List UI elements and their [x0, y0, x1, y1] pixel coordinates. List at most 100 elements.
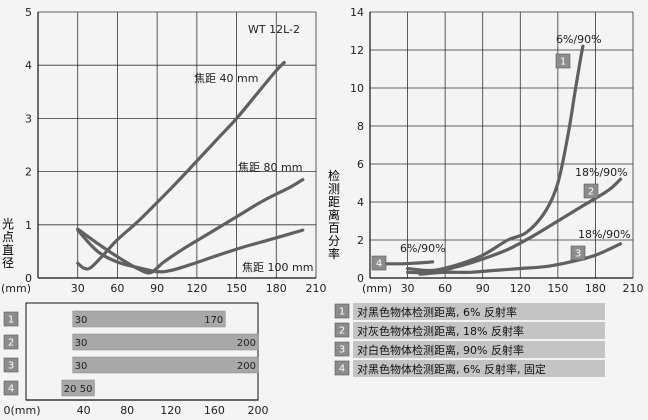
chart1-series-line [76, 60, 286, 271]
chart3-row-number-box: 1 [3, 311, 19, 327]
chart1-y-tick: 2 [25, 166, 32, 179]
chart2-grid [369, 11, 634, 279]
chart3-range-bar [72, 310, 226, 328]
svg-text:1: 1 [339, 307, 345, 318]
chart1-y-tick: 3 [25, 112, 32, 125]
chart2-x-tick: 30 [401, 282, 415, 295]
chart2-x-tick: 60 [438, 282, 452, 295]
chart1-x-tick: 120 [186, 282, 207, 295]
chart1-y-tick: 0 [25, 272, 32, 285]
chart1-series-labels: 焦距 40 mm 焦距 80 mm 焦距 100 mm [194, 72, 313, 274]
chart2-series-number-box: 2 [583, 183, 599, 199]
chart1-x-tick: 180 [266, 282, 287, 295]
chart2-series-label: 6%/90% [556, 33, 602, 46]
chart1-series-label: 焦距 80 mm [238, 161, 302, 174]
chart1-x-tick: 150 [226, 282, 247, 295]
legend-text: 对黑色物体检测距离, 6% 反射率 [357, 305, 517, 319]
chart3-bar-end-label: 50 [80, 384, 93, 395]
chart3-range-bar [61, 379, 95, 397]
legend-item: 4 对黑色物体检测距离, 6% 反射率, 固定 [334, 360, 605, 377]
legend: 1 对黑色物体检测距离, 6% 反射率 2 对灰色物体检测距离, 18% 反射率 3 对白… [334, 303, 605, 377]
svg-text:1: 1 [8, 315, 14, 326]
svg-text:光点直径: 光点直径 [2, 217, 14, 270]
chart2-x-tick: 120 [510, 282, 531, 295]
chart3-x-tick: 0(mm) [3, 404, 40, 417]
chart1-model-label: WT 12L-2 [248, 23, 300, 36]
svg-text:3: 3 [8, 361, 14, 372]
chart3-bar-start-label: 30 [75, 361, 88, 372]
chart1-lines [76, 60, 305, 275]
chart2-y-tick: 14 [350, 6, 364, 19]
chart2-x-tick: 150 [547, 282, 568, 295]
svg-text:检测距离百分率: 检测距离百分率 [328, 168, 340, 261]
chart1-x-tick: 90 [150, 282, 164, 295]
chart2-series-label: 18%/90% [578, 228, 631, 241]
legend-text-bg [353, 341, 605, 358]
chart1-y-tick: 1 [25, 219, 32, 232]
legend-item: 1 对黑色物体检测距离, 6% 反射率 [334, 303, 605, 320]
svg-text:1: 1 [560, 57, 566, 68]
legend-number-box: 4 [334, 360, 350, 376]
legend-text-bg [353, 360, 605, 377]
svg-text:4: 4 [339, 364, 345, 375]
chart3-x-tick: 40 [77, 404, 91, 417]
chart2-series-line [380, 260, 435, 266]
chart2-y-tick: 4 [357, 196, 364, 209]
svg-text:3: 3 [339, 345, 345, 356]
chart1-ylabel-text: 光点直径 [2, 217, 14, 270]
chart3-x-tick: 80 [120, 404, 134, 417]
chart1-x-tick: 60 [110, 282, 124, 295]
chart3-bar-end-label: 200 [237, 361, 256, 372]
chart2-xlabel: (mm) [362, 282, 392, 295]
legend-text-bg [353, 303, 605, 320]
legend-text-bg [353, 322, 605, 339]
chart2-y-tick: 2 [357, 234, 364, 247]
chart1-grid [37, 11, 317, 279]
svg-text:4: 4 [8, 384, 14, 395]
chart1-ticks: 30 60 90 120 150 180 210 0 1 2 3 4 5 [25, 6, 327, 295]
chart2-x-tick: 90 [476, 282, 490, 295]
chart1-xlabel: (mm) [1, 282, 31, 295]
chart3-bar-start-label: 30 [75, 338, 88, 349]
chart3-x-tick: 200 [248, 404, 269, 417]
legend-number-box: 3 [334, 341, 350, 357]
chart3-row-number-box: 4 [3, 380, 19, 396]
chart2-series-line [406, 44, 585, 273]
svg-text:3: 3 [575, 249, 581, 260]
chart2-y-tick: 0 [357, 272, 364, 285]
chart3-bar-end-label: 200 [237, 338, 256, 349]
svg-text:2: 2 [588, 187, 594, 198]
chart3-bar-start-label: 30 [75, 315, 88, 326]
chart2-x-tick: 180 [585, 282, 606, 295]
chart1-y-tick: 4 [25, 59, 32, 72]
chart3-x-tick: 120 [160, 404, 181, 417]
chart2-ylabel: 检测距离百分率 [328, 168, 340, 261]
chart3-row-number-box: 3 [3, 357, 19, 373]
svg-text:2: 2 [339, 326, 345, 337]
legend-item: 2 对灰色物体检测距离, 18% 反射率 [334, 322, 605, 339]
legend-text: 对黑色物体检测距离, 6% 反射率, 固定 [357, 362, 546, 376]
chart1-series-label: 焦距 40 mm [194, 72, 258, 85]
chart2-y-tick: 8 [357, 120, 364, 133]
spot-diameter-chart: 30 60 90 120 150 180 210 0 1 2 3 4 5 (mm) WT 12L-2 光… [1, 6, 327, 295]
chart2-ylabel-text: 检测距离百分率 [328, 168, 340, 261]
chart2-y-tick: 6 [357, 158, 364, 171]
chart2-series-number-box: 3 [570, 245, 586, 261]
chart3-frame [25, 302, 259, 401]
legend-number-box: 1 [334, 303, 350, 319]
chart2-y-tick: 10 [350, 82, 364, 95]
chart1-series-line [76, 178, 305, 275]
chart3-x-tick: 160 [204, 404, 225, 417]
chart1-x-tick: 210 [306, 282, 327, 295]
legend-item: 3 对白色物体检测距离, 90% 反射率 [334, 341, 605, 358]
legend-number-box: 2 [334, 322, 350, 338]
chart3-bar-start-label: 20 [64, 384, 77, 395]
chart2-series-label: 18%/90% [575, 166, 628, 179]
chart3-row-number-box: 2 [3, 334, 19, 350]
chart1-series-label: 焦距 100 mm [242, 261, 313, 274]
legend-text: 对灰色物体检测距离, 18% 反射率 [357, 324, 524, 338]
chart3-range-bar [72, 356, 259, 374]
range-bar-chart: 1 30 170 2 30 200 3 30 200 4 20 50 0(mm) 40 80 120 160 2… [3, 302, 269, 417]
